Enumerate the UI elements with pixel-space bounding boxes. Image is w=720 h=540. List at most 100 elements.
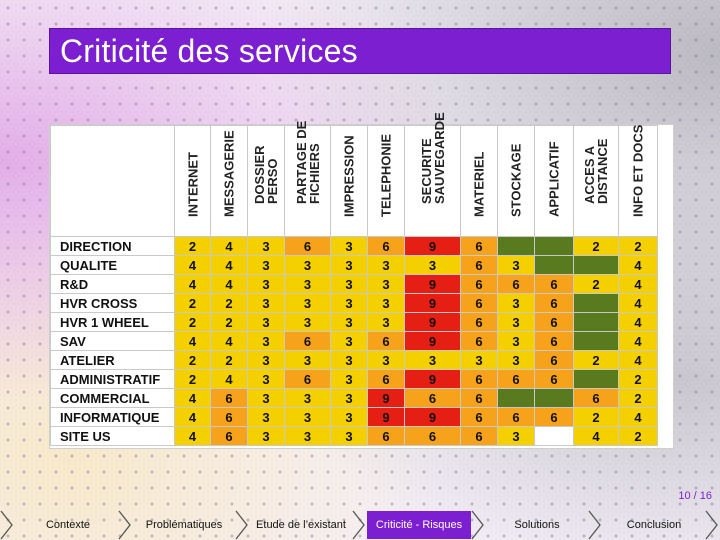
criticality-cell: 9	[404, 274, 461, 294]
criticality-cell: 3	[330, 407, 368, 427]
nav-item-conclusion[interactable]: Conclusion	[626, 519, 682, 531]
table-row: ADMINISTRATIF 2 4 3 6 3 6 9 6 6 6 2	[50, 369, 658, 389]
column-header-label: MESSAGERIE	[221, 130, 237, 217]
criticality-cell: 4	[618, 274, 658, 294]
criticality-cell: 2	[573, 274, 619, 294]
bottom-navigation: Contexte Problématiques Etude de l’existan…	[0, 510, 720, 540]
criticality-cell: 6	[573, 388, 619, 408]
criticality-cell: 6	[367, 331, 405, 351]
column-header-label: INFO ET DOCS	[630, 124, 646, 217]
criticality-cell: 9	[404, 369, 461, 389]
column-header: INFO ET DOCS	[618, 124, 658, 237]
criticality-cell: 6	[497, 407, 535, 427]
column-header: ACCES A DISTANCE	[573, 125, 619, 237]
table-row: SAV 4 4 3 6 3 6 9 6 3 6 4	[50, 331, 658, 351]
criticality-cell: 6	[284, 331, 331, 351]
nav-item-solutions[interactable]: Solutions	[514, 519, 560, 531]
table-row: HVR CROSS 2 2 3 3 3 3 9 6 3 6 4	[50, 293, 658, 313]
criticality-cell: 2	[618, 388, 658, 408]
column-header: STOCKAGE	[497, 125, 535, 237]
criticality-cell: 3	[330, 388, 368, 408]
criticality-cell: 2	[210, 293, 248, 313]
criticality-cell: 3	[330, 293, 368, 313]
criticality-cell: 4	[210, 274, 248, 294]
row-service-name: DIRECTION	[50, 236, 175, 256]
criticality-cell: 3	[247, 350, 285, 370]
nav-item-criticit-risques[interactable]: Criticité - Risques	[367, 511, 471, 539]
row-service-name: SITE US	[50, 426, 175, 446]
criticality-cell: 6	[460, 407, 498, 427]
column-header: INTERNET	[174, 125, 211, 237]
criticality-cell: 3	[497, 350, 535, 370]
criticality-cell: 3	[497, 331, 535, 351]
column-header-label: PARTAGE DE FICHIERS	[293, 120, 322, 204]
row-service-name: HVR 1 WHEEL	[50, 312, 175, 332]
criticality-cell: 6	[460, 426, 498, 446]
criticality-cell: 6	[210, 426, 248, 446]
criticality-cell: 2	[573, 236, 619, 256]
column-header: DOSSIER PERSO	[247, 125, 285, 237]
criticality-cell: 6	[460, 236, 498, 256]
criticality-cell: 2	[618, 369, 658, 389]
column-header-label: SECURITE SAUVEGARDE	[418, 112, 447, 204]
column-header: PARTAGE DE FICHIERS	[284, 121, 331, 237]
criticality-cell: 2	[210, 350, 248, 370]
criticality-cell: 3	[247, 426, 285, 446]
column-header-label: STOCKAGE	[508, 143, 524, 217]
criticality-cell	[534, 388, 574, 408]
criticality-cell: 3	[247, 369, 285, 389]
criticality-cell: 3	[367, 255, 405, 275]
criticality-cell: 6	[460, 293, 498, 313]
table-row: ATELIER 2 2 3 3 3 3 3 3 3 6 2 4	[50, 350, 658, 370]
column-header-label: IMPRESSION	[341, 135, 357, 217]
criticality-cell: 9	[367, 388, 405, 408]
criticality-cell: 3	[330, 331, 368, 351]
row-service-name: ADMINISTRATIF	[50, 369, 175, 389]
criticality-cell	[534, 236, 574, 256]
nav-item-contexte[interactable]: Contexte	[45, 519, 91, 531]
nav-item-probl-matiques[interactable]: Problématiques	[145, 519, 223, 531]
criticality-cell: 2	[174, 312, 211, 332]
title-bar: Criticité des services	[49, 28, 671, 74]
chevron-separator-icon	[0, 510, 13, 540]
criticality-cell	[573, 312, 619, 332]
nav-item-etude-de-l-existant[interactable]: Etude de l’existant	[256, 519, 346, 531]
criticality-cell: 3	[247, 236, 285, 256]
header-row: INTERNET MESSAGERIE DOSSIER PERSO PARTAGE D…	[50, 112, 658, 237]
column-header-label: INTERNET	[185, 152, 200, 217]
criticality-cell: 3	[497, 255, 535, 275]
column-header: MATERIEL	[460, 125, 498, 237]
criticality-cell: 2	[210, 312, 248, 332]
criticality-cell: 2	[618, 426, 658, 446]
column-header: MESSAGERIE	[210, 125, 248, 237]
criticality-cell: 3	[247, 293, 285, 313]
column-header-label: MATERIEL	[471, 151, 487, 217]
criticality-cell: 4	[174, 274, 211, 294]
criticality-cell: 6	[460, 274, 498, 294]
criticality-cell: 4	[174, 255, 211, 275]
page-indicator: 10 / 16	[678, 490, 712, 502]
criticality-cell: 6	[284, 236, 331, 256]
criticality-cell: 3	[284, 388, 331, 408]
row-service-name: INFORMATIQUE	[50, 407, 175, 427]
column-header: IMPRESSION	[330, 125, 368, 237]
criticality-cell: 4	[174, 388, 211, 408]
criticality-cell: 4	[174, 331, 211, 351]
criticality-cell	[497, 388, 535, 408]
criticality-cell: 3	[247, 255, 285, 275]
row-service-name: R&D	[50, 274, 175, 294]
criticality-cell: 3	[330, 236, 368, 256]
criticality-cell: 4	[210, 369, 248, 389]
criticality-cell: 2	[174, 350, 211, 370]
criticality-cell: 6	[534, 274, 574, 294]
criticality-cell: 6	[460, 369, 498, 389]
criticality-cell: 4	[573, 426, 619, 446]
criticality-cell: 2	[573, 407, 619, 427]
criticality-cell: 3	[330, 312, 368, 332]
criticality-cell: 3	[284, 350, 331, 370]
criticality-cell: 6	[284, 369, 331, 389]
criticality-cell: 2	[174, 293, 211, 313]
criticality-cell: 9	[404, 293, 461, 313]
row-service-name: QUALITE	[50, 255, 175, 275]
criticality-cell	[573, 331, 619, 351]
